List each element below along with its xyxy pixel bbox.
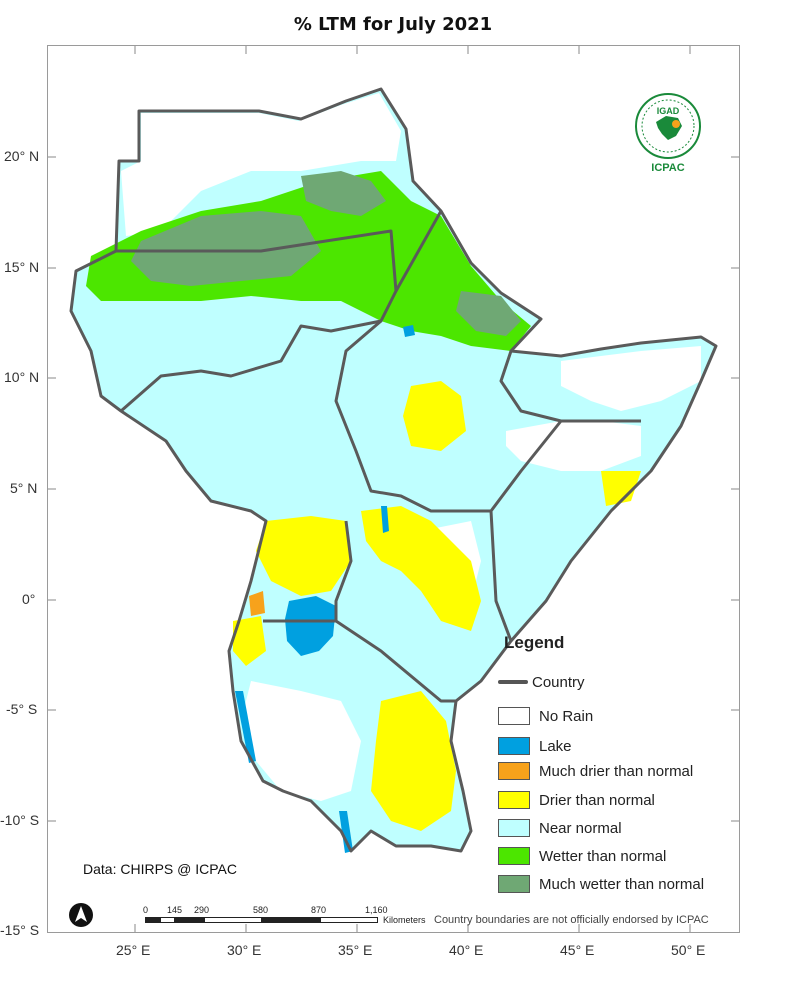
lon-label-30e: 30° E — [227, 942, 262, 958]
legend-item-country: Country — [498, 671, 585, 693]
legend-label: No Rain — [539, 707, 594, 725]
scale-seg-3 — [175, 917, 204, 923]
drier-kenya-central — [361, 506, 481, 631]
legend-label: Country — [532, 673, 585, 691]
legend-item-drier: Drier than normal — [498, 789, 655, 811]
boundary-disclaimer: Country boundaries are not officially en… — [434, 914, 709, 926]
legend-item-near-normal: Near normal — [498, 817, 622, 839]
swatch-lake — [498, 737, 530, 755]
legend-label: Much wetter than normal — [539, 875, 705, 893]
north-arrow-icon — [69, 903, 93, 927]
logo-name-text: IGAD — [657, 106, 680, 116]
scale-seg-5 — [262, 917, 320, 923]
much-wetter-ethiopia — [456, 291, 521, 336]
legend-item-much-drier: Much drier than normal — [498, 760, 693, 782]
swatch-much-drier — [498, 762, 530, 780]
lon-label-50e: 50° E — [671, 942, 706, 958]
lake-victoria — [285, 596, 336, 656]
graticule-ticks — [48, 46, 739, 932]
drier-tanzania-south — [371, 691, 456, 831]
legend-item-wetter: Wetter than normal — [498, 845, 666, 867]
scale-seg-6 — [320, 917, 378, 923]
legend-title: Legend — [504, 633, 565, 652]
swatch-drier — [498, 791, 530, 809]
lat-label-5n: 5° N — [10, 480, 38, 496]
logo-subtitle: ICPAC — [651, 162, 685, 174]
scale-seg-1 — [145, 917, 160, 923]
legend-label: Near normal — [539, 819, 622, 837]
legend: Legend Country No Rain Lake Much drier t… — [498, 633, 738, 898]
lat-label-5s: -5° S — [6, 701, 38, 717]
lat-label-15s: -15° S — [0, 922, 40, 938]
lake-turkana — [381, 506, 389, 533]
igad-emblem-icon: IGAD — [635, 93, 701, 159]
scale-tick-580: 580 — [253, 905, 269, 915]
no-rain-horn-1 — [506, 421, 641, 471]
lat-label-10s: -10° S — [0, 812, 40, 828]
no-rain-sahara — [121, 93, 401, 236]
lake-tana — [403, 325, 415, 337]
swatch-much-wetter — [498, 875, 530, 893]
scale-seg-4 — [204, 917, 262, 923]
drier-south-sudan — [403, 381, 466, 451]
lat-label-0: 0° — [22, 591, 36, 607]
much-wetter-sudan — [301, 171, 386, 216]
lon-label-40e: 40° E — [449, 942, 484, 958]
much-wetter-chad — [131, 211, 321, 286]
legend-label: Drier than normal — [539, 791, 655, 809]
country-line-swatch — [498, 680, 528, 684]
data-source: Data: CHIRPS @ ICPAC — [83, 861, 237, 877]
legend-label: Much drier than normal — [539, 762, 694, 780]
lake-malawi — [339, 811, 353, 853]
legend-label: Lake — [539, 737, 572, 755]
scale-bar: 0 145 290 580 870 1,160 Kilometers — [143, 905, 435, 927]
lat-label-10n: 10° N — [4, 369, 40, 385]
lon-label-35e: 35° E — [338, 942, 373, 958]
lat-label-20n: 20° N — [4, 148, 40, 164]
map-title: % LTM for July 2021 — [293, 14, 493, 35]
scale-tick-870: 870 — [311, 905, 327, 915]
scale-tick-145: 145 — [167, 905, 183, 915]
much-drier-drc — [249, 591, 265, 616]
swatch-no-rain — [498, 707, 530, 725]
legend-label: Wetter than normal — [539, 847, 667, 865]
no-rain-tanzania — [241, 681, 361, 801]
lat-label-15n: 15° N — [4, 259, 40, 275]
no-rain-horn-2 — [561, 346, 701, 411]
legend-item-no-rain: No Rain — [498, 705, 593, 727]
map-frame — [47, 45, 740, 933]
lake-tanganyika — [235, 691, 256, 763]
scale-seg-2 — [160, 917, 175, 923]
scale-unit: Kilometers — [383, 915, 426, 925]
swatch-near-normal — [498, 819, 530, 837]
scale-tick-0: 0 — [143, 905, 149, 915]
scale-tick-1160: 1,160 — [365, 905, 388, 915]
lon-label-25e: 25° E — [116, 942, 151, 958]
swatch-wetter — [498, 847, 530, 865]
drier-somalia — [601, 471, 641, 506]
lon-label-45e: 45° E — [560, 942, 595, 958]
map-canvas — [48, 46, 739, 932]
country-boundaries — [69, 87, 718, 853]
legend-item-lake: Lake — [498, 735, 572, 757]
drier-drc-east — [233, 616, 266, 666]
igad-logo: IGAD ICPAC — [632, 92, 704, 176]
legend-item-much-wetter: Much wetter than normal — [498, 873, 704, 895]
drier-uganda-kenya — [256, 516, 351, 596]
scale-tick-290: 290 — [194, 905, 210, 915]
